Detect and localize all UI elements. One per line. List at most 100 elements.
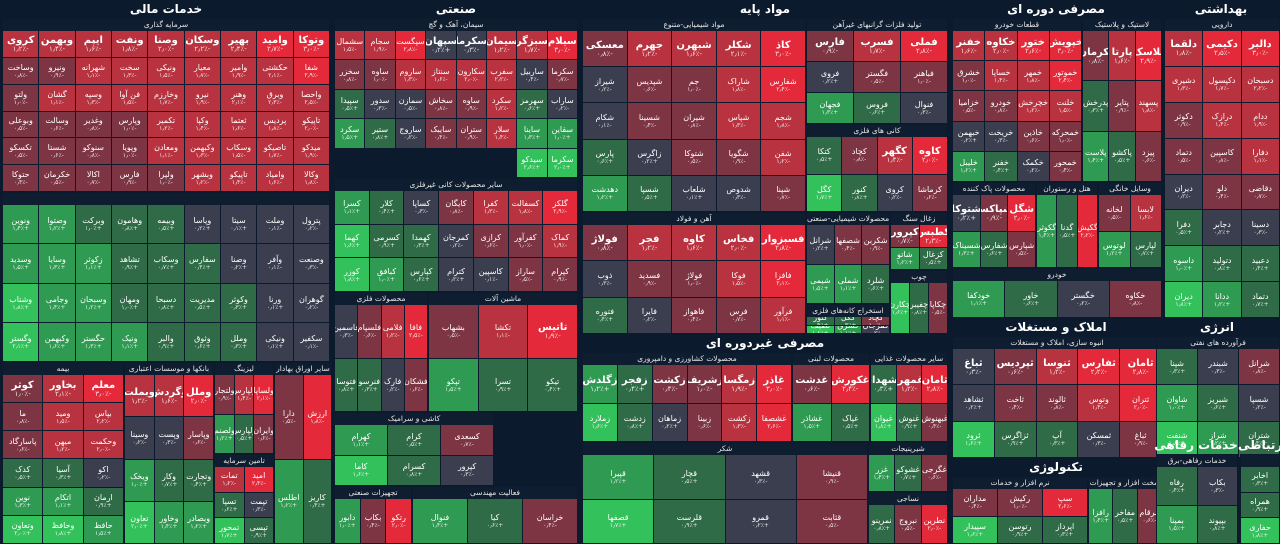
- stock-tile[interactable]: فسبزوار -۲٫۸٪: [761, 225, 805, 261]
- stock-tile[interactable]: غمهرا-۱٫۲٪: [896, 365, 922, 403]
- stock-tile[interactable]: وشتاب +۱٫۸٪: [3, 283, 39, 322]
- stock-tile[interactable]: نمرینو +۰٫۸٪: [869, 505, 895, 543]
- stock-tile[interactable]: خودرو -۰٫۸٪: [985, 91, 1017, 121]
- stock-tile[interactable]: زگلدش +۱٫۲٪: [583, 365, 617, 403]
- stock-tile[interactable]: وتوس -۱٫۴٪: [1078, 385, 1120, 421]
- stock-tile[interactable]: رفاه +۰٫۴٪: [1157, 467, 1197, 505]
- stock-tile[interactable]: فباهنر -۱٫۰٪: [901, 62, 947, 92]
- stock-tile[interactable]: کماک -۱٫۹٪: [543, 224, 577, 258]
- stock-tile[interactable]: سپهان+۰٫۲٪: [426, 31, 456, 60]
- stock-tile[interactable]: وکپا -۱٫۴٪: [184, 111, 221, 138]
- stock-tile[interactable]: غشوکو +۰٫۷٪: [895, 455, 921, 491]
- stock-tile[interactable]: فتوره +۰٫۴٪: [583, 297, 627, 333]
- stock-tile[interactable]: خفنر +۰٫۴٪: [985, 151, 1017, 181]
- stock-tile[interactable]: پارتا -۱٫۶٪: [1109, 31, 1135, 81]
- stock-tile[interactable]: خاذین -۰٫۶٪: [1017, 121, 1049, 151]
- stock-tile[interactable]: تیکو +۰٫۴٪: [528, 358, 577, 411]
- stock-tile[interactable]: دعبید +۰٫۴٪: [1241, 246, 1279, 282]
- stock-tile[interactable]: فارک -۰٫۲٪: [381, 358, 404, 411]
- stock-tile[interactable]: فلسپام -۰٫۶٪: [358, 305, 381, 358]
- stock-tile[interactable]: وغدیر -۰٫۸٪: [75, 111, 112, 138]
- stock-tile[interactable]: جم -۱٫۰٪: [672, 67, 716, 103]
- stock-tile[interactable]: پسهند -۱٫۸٪: [1135, 81, 1161, 131]
- stock-tile[interactable]: فجهان +۱٫۳٪: [807, 93, 853, 123]
- stock-tile[interactable]: وکوثر +۰٫۳٪: [221, 283, 257, 322]
- stock-tile[interactable]: دتماد +۰٫۷٪: [1241, 282, 1279, 317]
- stock-tile[interactable]: چفیبر +۰٫۸٪: [910, 283, 928, 333]
- stock-tile[interactable]: تکسکو -۰٫۵٪: [3, 138, 39, 165]
- stock-tile[interactable]: حگستر +۱٫۳٪: [75, 322, 112, 361]
- stock-tile[interactable]: وگردش-۱٫۶٪: [154, 375, 184, 417]
- stock-tile[interactable]: شبهرن -۱٫۶٪: [672, 31, 716, 67]
- stock-tile[interactable]: سقاین +۱٫۰٪: [547, 119, 577, 148]
- industry-group-title[interactable]: چوب: [891, 271, 947, 283]
- stock-tile[interactable]: ساوه -۱٫۰٪: [365, 60, 395, 89]
- stock-tile[interactable]: سلار -۱٫۴٪: [486, 119, 517, 148]
- stock-tile[interactable]: اکو -۰٫۲٪: [83, 459, 123, 487]
- stock-tile[interactable]: قپیرا +۱٫۲٪: [583, 455, 654, 499]
- stock-tile[interactable]: اپرداز +۰٫۳٪: [1043, 516, 1087, 543]
- stock-tile[interactable]: ونیکی +۰٫۱٪: [257, 322, 293, 361]
- stock-tile[interactable]: اخابر +۰٫۳٪: [1241, 467, 1279, 492]
- stock-tile[interactable]: کاوه -۱٫۶٪: [672, 225, 716, 261]
- stock-tile[interactable]: اتکام +۱٫۱٪: [43, 487, 83, 515]
- stock-tile[interactable]: میهن -۱٫۲٪: [43, 431, 83, 459]
- stock-tile[interactable]: قنیشا -۰٫۹٪: [796, 455, 867, 499]
- stock-tile[interactable]: تکمیر -۱٫۲٪: [148, 111, 184, 138]
- industry-group-title[interactable]: لاستیک و پلاستیک: [1083, 19, 1161, 31]
- stock-tile[interactable]: دتولید +۰٫۸٪: [1203, 246, 1241, 282]
- stock-tile[interactable]: ثباغ -۰٫۳٪: [953, 349, 994, 385]
- stock-tile[interactable]: زاگرس +۰٫۲٪: [627, 139, 672, 175]
- stock-tile[interactable]: قمرو +۰٫۲٪: [725, 499, 796, 543]
- stock-tile[interactable]: شتران +۰٫۴٪: [1239, 421, 1279, 457]
- stock-tile[interactable]: زکشت -۱٫۳٪: [722, 403, 757, 441]
- stock-tile[interactable]: داسوه +۱٫۰٪: [1165, 246, 1203, 282]
- stock-tile[interactable]: وپاسار -۰٫۶٪: [184, 417, 213, 459]
- stock-tile[interactable]: غدشت -۰٫۶٪: [793, 365, 831, 403]
- stock-tile[interactable]: دلو -۰٫۴٪: [1203, 174, 1241, 210]
- stock-tile[interactable]: کبافق +۱٫۰٪: [369, 258, 404, 291]
- stock-tile[interactable]: خودکفا +۱٫۱٪: [953, 281, 1005, 317]
- industry-group-title[interactable]: نساجی: [869, 493, 947, 505]
- stock-tile[interactable]: دالبر -۳٫۰٪: [1241, 31, 1279, 66]
- stock-tile[interactable]: کسفالت -۱٫۸٪: [508, 191, 543, 224]
- stock-tile[interactable]: ثشاهد +۰٫۲٪: [953, 385, 994, 421]
- stock-tile[interactable]: فملی -۲٫۸٪: [901, 31, 947, 61]
- stock-tile[interactable]: شبندر -۰٫۳٪: [1198, 349, 1238, 385]
- industry-group-title[interactable]: محصولات کشاورزی و دامپروری: [583, 353, 791, 365]
- stock-tile[interactable]: شاوان +۱٫۰٪: [1157, 385, 1197, 421]
- industry-group-title[interactable]: سیمان، آهک و گچ: [335, 19, 577, 31]
- stock-tile[interactable]: ستران -۰٫۹٪: [456, 119, 486, 148]
- stock-tile[interactable]: تکشا -۱٫۱٪: [478, 305, 528, 358]
- stock-tile[interactable]: سیمان-۱٫۲٪: [486, 31, 517, 60]
- stock-tile[interactable]: جهرم -۱٫۲٪: [627, 31, 672, 67]
- stock-tile[interactable]: پلاسک-۲٫۹٪: [1135, 31, 1161, 81]
- stock-tile[interactable]: کیا +۰٫۶٪: [468, 499, 522, 543]
- stock-tile[interactable]: غشصفا -۲٫۶٪: [757, 403, 791, 441]
- stock-tile[interactable]: پردیس -۱٫۸٪: [257, 111, 293, 138]
- stock-tile[interactable]: فگستر -۰٫۵٪: [854, 62, 900, 92]
- stock-tile[interactable]: کاریز +۰٫۴٪: [303, 459, 331, 543]
- stock-tile[interactable]: شپنا -۰٫۷٪: [761, 175, 805, 211]
- stock-tile[interactable]: ونیرو -۰٫۹٪: [39, 57, 75, 84]
- stock-tile[interactable]: وسکاب +۰٫۷٪: [148, 244, 184, 283]
- stock-tile[interactable]: وساخت -۰٫۸٪: [3, 57, 39, 84]
- stock-tile[interactable]: وبملت -۱٫۲٪: [125, 375, 154, 417]
- stock-tile[interactable]: اکالا -۰٫۷٪: [75, 165, 112, 191]
- stock-tile[interactable]: تاصیکو -۱٫۷٪: [257, 138, 293, 165]
- stock-tile[interactable]: وگستر +۲٫۱٪: [3, 322, 39, 361]
- stock-tile[interactable]: ثرود +۱٫۶٪: [953, 421, 994, 457]
- stock-tile[interactable]: دیران -۰٫۲٪: [1165, 174, 1203, 210]
- stock-tile[interactable]: زدشت +۰٫۸٪: [617, 403, 652, 441]
- stock-tile[interactable]: فنرسو +۰٫۳٪: [358, 358, 381, 411]
- stock-tile[interactable]: بپیوند +۰٫۸٪: [1197, 505, 1237, 543]
- stock-tile[interactable]: ثاخت -۰٫۴٪: [994, 385, 1036, 421]
- stock-tile[interactable]: کگل+۰٫۳٪: [834, 317, 862, 325]
- industry-group-title[interactable]: [3, 193, 329, 205]
- stock-tile[interactable]: کپرور -۰٫۳٪: [441, 455, 493, 485]
- stock-tile[interactable]: ارمان +۰٫۹٪: [83, 487, 123, 515]
- stock-tile[interactable]: ولساپا -۲٫۱٪: [254, 375, 273, 414]
- stock-tile[interactable]: کفرا -۱٫۳٪: [473, 191, 508, 224]
- stock-tile[interactable]: گکوثر +۱٫۴٪: [1037, 195, 1057, 267]
- stock-tile[interactable]: کمرجان-۰٫۲٪: [439, 224, 473, 258]
